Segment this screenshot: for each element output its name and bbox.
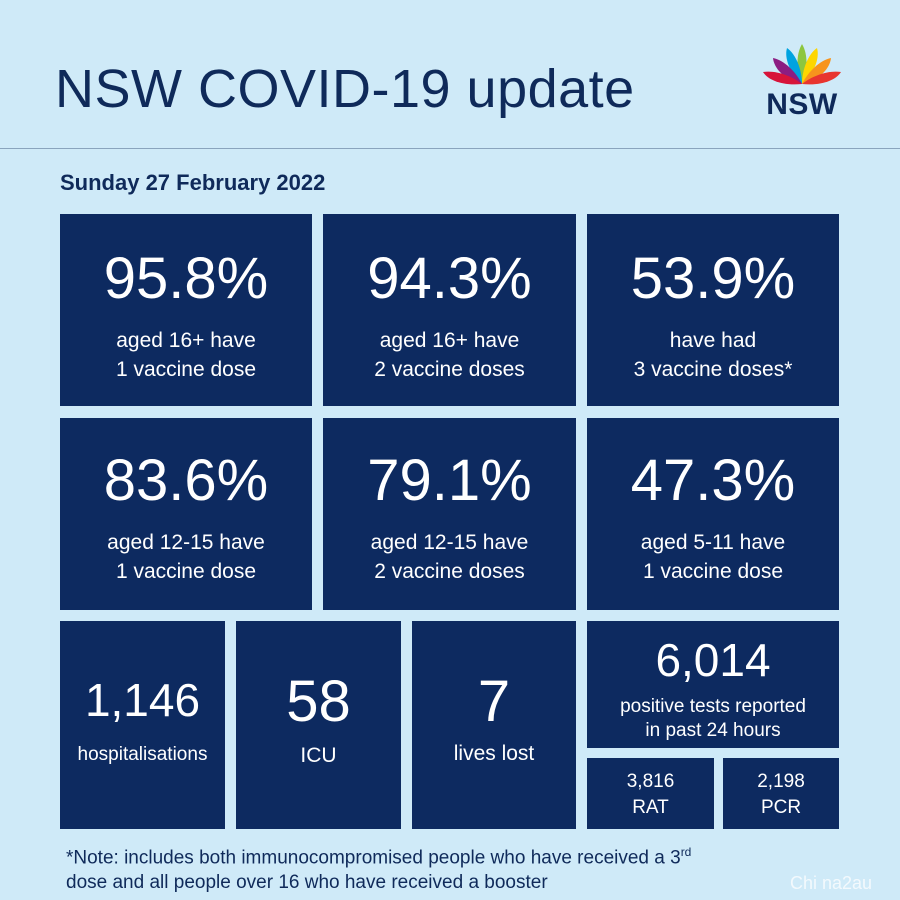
- tile-value: 95.8%: [103, 246, 269, 311]
- watermark: Chi na2au: [790, 873, 873, 893]
- vaccination-tile: 79.1% aged 12-15 have 2 vaccine doses: [323, 418, 576, 610]
- positive-tests-value: 6,014: [655, 634, 771, 686]
- icu-tile: 58 ICU: [236, 621, 401, 829]
- report-date: Sunday 27 February 2022: [60, 170, 326, 195]
- positive-tests-label-line2: in past 24 hours: [645, 720, 781, 741]
- tile-label-line2: 2 vaccine doses: [374, 358, 525, 381]
- positive-tests-tile: 6,014 positive tests reported in past 24…: [587, 621, 839, 748]
- tile-label-line1: aged 16+ have: [116, 329, 256, 352]
- hospitalisations-value: 1,146: [84, 674, 201, 726]
- pcr-value: 2,198: [757, 771, 805, 792]
- nsw-logo-text: NSW: [766, 88, 838, 121]
- page-title: NSW COVID-19 update: [55, 59, 635, 119]
- tile-label-line1: aged 5-11 have: [640, 531, 786, 554]
- waratah-flower-icon: [763, 44, 841, 85]
- tile-value: 83.6%: [103, 448, 269, 513]
- tile-label-line1: aged 12-15 have: [107, 531, 265, 554]
- hospitalisations-label: hospitalisations: [77, 744, 208, 765]
- rat-label: RAT: [632, 797, 669, 818]
- icu-value: 58: [286, 669, 351, 734]
- tile-label-line1: have had: [669, 329, 757, 352]
- vaccination-tile: 83.6% aged 12-15 have 1 vaccine dose: [60, 418, 312, 610]
- footnote-superscript: rd: [680, 845, 692, 859]
- vaccination-tile: 94.3% aged 16+ have 2 vaccine doses: [323, 214, 576, 406]
- lives-lost-value: 7: [477, 669, 511, 734]
- tile-value: 79.1%: [367, 448, 532, 513]
- tile-label-line2: 1 vaccine dose: [115, 560, 257, 583]
- tile-label-line1: aged 12-15 have: [370, 531, 529, 554]
- tile-value: 94.3%: [367, 246, 532, 311]
- lives-lost-tile: 7 lives lost: [412, 621, 576, 829]
- positive-tests-label-line1: positive tests reported: [620, 696, 806, 717]
- rat-value: 3,816: [626, 771, 675, 792]
- footnote-text-part2: dose and all people over 16 who have rec…: [66, 872, 548, 894]
- rat-tile: 3,816 RAT: [587, 758, 714, 829]
- footnote-text-part1: *Note: includes both immunocompromised p…: [66, 847, 681, 869]
- vaccination-tile: 53.9% have had 3 vaccine doses*: [587, 214, 839, 406]
- tile-label-line2: 1 vaccine dose: [642, 560, 784, 583]
- nsw-logo: NSW: [760, 40, 844, 121]
- tile-label-line2: 2 vaccine doses: [374, 560, 525, 583]
- header: NSW COVID-19 update NSW: [0, 0, 900, 149]
- tile-label-line2: 1 vaccine dose: [115, 358, 257, 381]
- hospitalisations-tile: 1,146 hospitalisations: [60, 621, 225, 829]
- lives-lost-label: lives lost: [453, 742, 535, 765]
- footnote: *Note: includes both immunocompromised p…: [66, 840, 856, 895]
- tile-value: 47.3%: [630, 448, 796, 513]
- tile-label-line2: 3 vaccine doses*: [633, 358, 793, 381]
- vaccination-tile: 47.3% aged 5-11 have 1 vaccine dose: [587, 418, 839, 610]
- tile-value: 53.9%: [630, 246, 796, 311]
- tile-label-line1: aged 16+ have: [379, 329, 520, 352]
- icu-label: ICU: [300, 744, 337, 767]
- pcr-tile: 2,198 PCR: [723, 758, 839, 829]
- pcr-label: PCR: [760, 797, 802, 818]
- vaccination-tile: 95.8% aged 16+ have 1 vaccine dose: [60, 214, 312, 406]
